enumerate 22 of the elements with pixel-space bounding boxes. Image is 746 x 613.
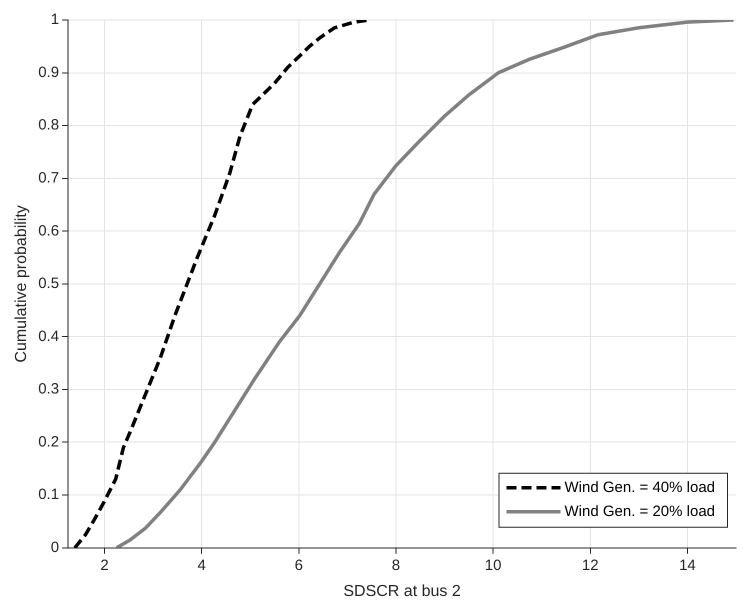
y-axis-title: Cumulative probability (13, 205, 30, 363)
x-tick-label: 4 (197, 556, 206, 574)
y-tick-label: 0 (50, 538, 60, 556)
x-tick-label: 8 (392, 556, 400, 574)
y-tick-label: 0.5 (38, 275, 60, 292)
x-axis-title: SDSCR at bus 2 (343, 582, 461, 600)
y-tick-label: 0.7 (38, 169, 60, 186)
x-tick-label: 14 (679, 556, 696, 574)
y-tick-label: 0.9 (38, 64, 60, 81)
y-tick-label: 0.2 (38, 433, 60, 450)
legend-label: Wind Gen. = 40% load (564, 478, 716, 496)
x-tick-label: 2 (100, 556, 109, 574)
y-tick-label: 0.3 (38, 380, 60, 398)
x-tick-label: 10 (484, 556, 502, 574)
y-tick-label: 0.6 (38, 222, 60, 240)
x-tick-label: 12 (582, 556, 599, 574)
y-tick-label: 0.1 (38, 486, 60, 504)
y-tick-label: 0.8 (38, 116, 60, 134)
legend-label: Wind Gen. = 20% load (564, 502, 716, 520)
y-tick-label: 0.4 (38, 328, 60, 345)
x-tick-label: 6 (294, 556, 303, 574)
y-tick-label: 1 (50, 11, 60, 28)
